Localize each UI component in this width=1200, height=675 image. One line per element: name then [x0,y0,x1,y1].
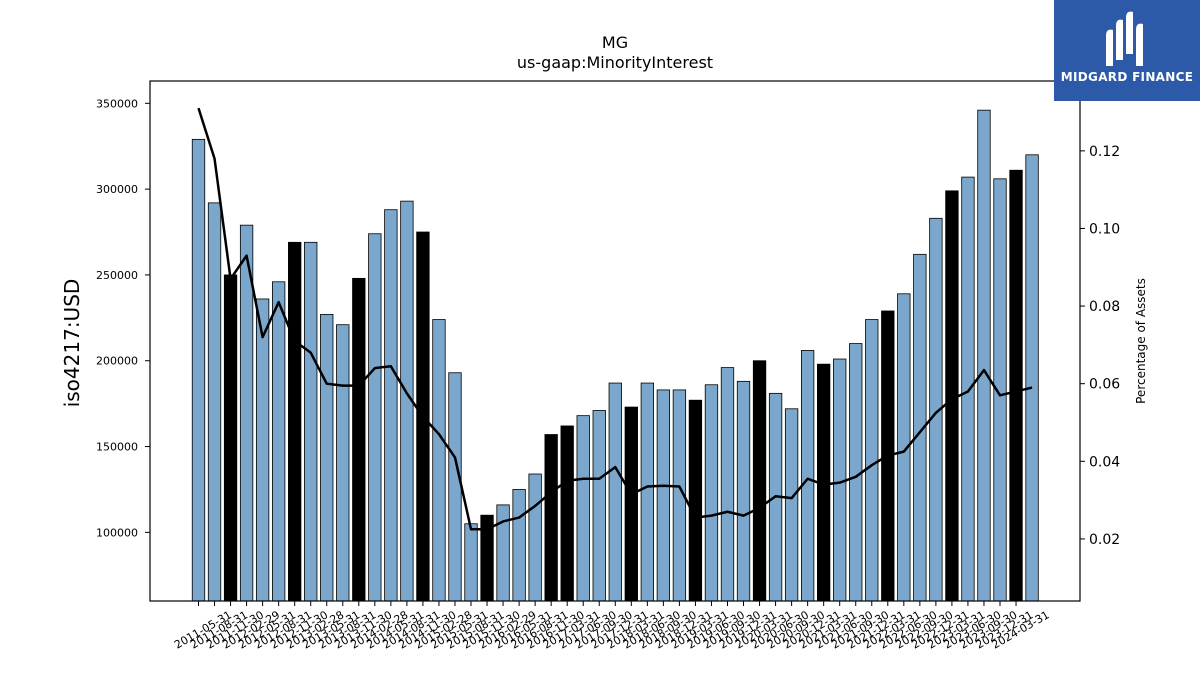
y2-tick-label: 0.10 [1089,221,1120,237]
bar [752,360,767,602]
bar [384,209,398,602]
y2-tick-label: 0.04 [1089,454,1120,470]
y-tick-label: 300000 [96,183,138,196]
midgard-logo-icon [1106,11,1143,67]
bar [320,313,334,602]
percentage-line [197,107,1033,531]
bar [784,408,799,602]
bar [191,138,206,602]
bar [352,277,366,602]
bar [288,241,302,602]
bar [656,389,671,602]
bar [592,410,606,602]
bar [608,382,622,602]
y-tick-label: 250000 [96,269,138,282]
y2-tick-label: 0.08 [1089,299,1120,315]
y2-tick-label: 0.02 [1089,532,1120,548]
y-tick-label: 100000 [96,526,138,539]
bar [688,399,703,602]
bar [432,319,446,602]
bar [977,109,991,602]
bar [720,367,735,602]
bar [271,281,286,602]
brand-logo: MIDGARD FINANCE [1054,0,1200,101]
bar [544,434,558,602]
y-tick-label: 150000 [96,441,138,454]
bar [800,350,815,602]
bar [961,176,975,602]
y-tick-label: 350000 [96,97,138,110]
y2-axis-label: Percentage of Assets [1134,278,1148,404]
bar [255,298,270,602]
bar [448,372,462,602]
bar [368,233,382,602]
bar [736,380,751,602]
bar [624,406,638,602]
y2-tick-label: 0.06 [1089,377,1120,393]
bar [1009,169,1023,602]
bar [207,202,222,602]
chart-subtitle: us-gaap:MinorityInterest [517,53,713,72]
bar [1025,154,1039,602]
y-tick-label: 200000 [96,355,138,368]
y2-tick-label: 0.12 [1089,144,1120,160]
bar [528,473,542,602]
bar [640,382,654,602]
chart-title: MG [602,33,628,52]
bar [704,384,719,602]
bar [576,415,590,602]
bar [464,523,478,602]
bar [304,241,318,602]
y-axis-label: iso4217:USD [60,279,84,408]
bar [223,274,238,602]
bar [512,489,526,602]
brand-logo-text: MIDGARD FINANCE [1060,70,1194,84]
bar [336,324,350,602]
bar [865,319,879,602]
bar [560,425,574,602]
